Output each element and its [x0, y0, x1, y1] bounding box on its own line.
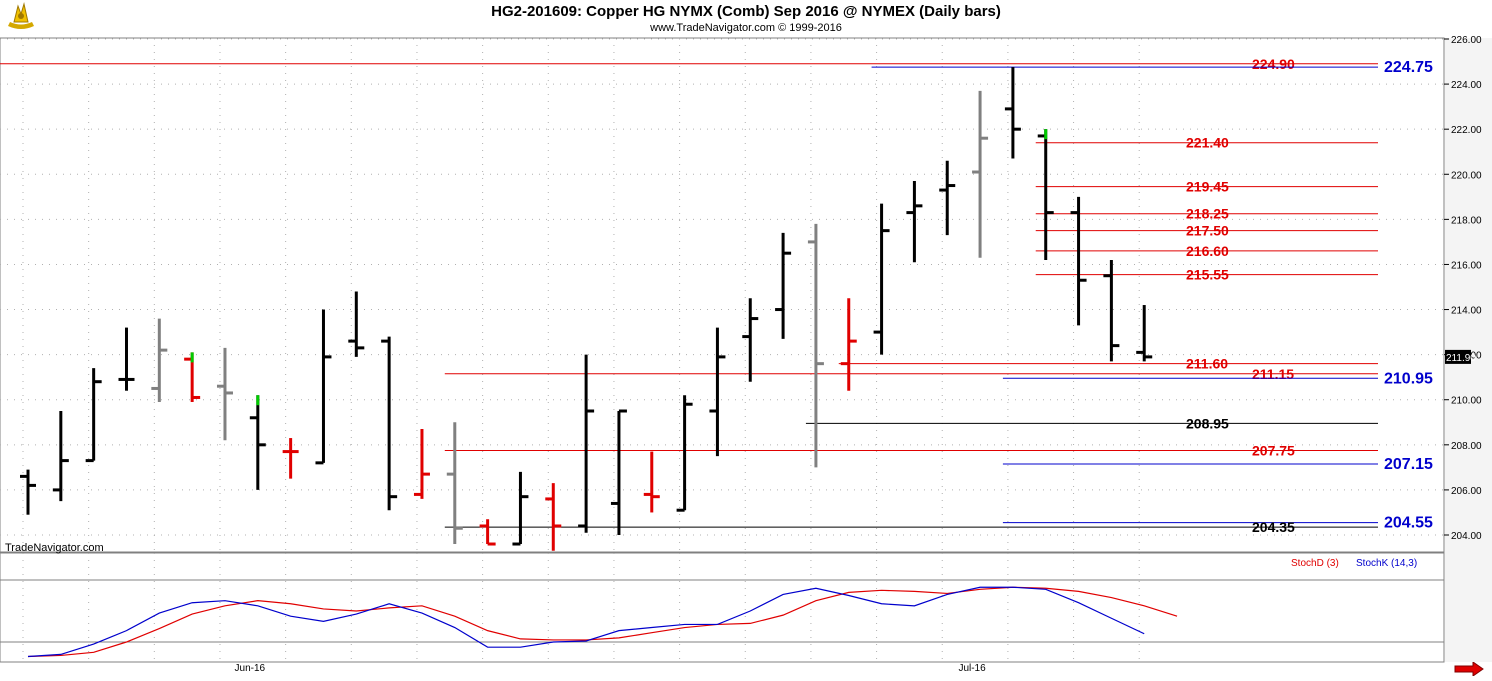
ohlc-bar — [249, 395, 266, 490]
grid — [0, 37, 1445, 663]
level-label: 211.15 — [1252, 366, 1294, 382]
ohlc-bar — [873, 203, 890, 355]
ohlc-bar — [118, 327, 135, 391]
y-tick-label: 226.00 — [1451, 35, 1482, 46]
chart-subtitle: www.TradeNavigator.com © 1999-2016 — [650, 22, 842, 34]
ohlc-bar — [807, 223, 824, 468]
level-label: 217.50 — [1186, 223, 1229, 239]
level-label: 219.45 — [1186, 179, 1229, 195]
ohlc-bar — [282, 438, 299, 479]
level-label: 210.95 — [1384, 370, 1433, 387]
ohlc-bar — [545, 483, 562, 551]
watermark-text: TradeNavigator.com — [5, 542, 104, 554]
ohlc-bar — [381, 336, 398, 511]
ohlc-bar — [709, 327, 726, 457]
ohlc-bar — [446, 422, 463, 545]
ohlc-bar — [512, 471, 529, 546]
stochastic-panel-frame — [0, 552, 1445, 663]
ohlc-bar — [479, 519, 496, 546]
ohlc-bar — [676, 395, 693, 512]
ohlc-bar — [643, 451, 660, 513]
x-tick-label: Jul-16 — [958, 663, 986, 674]
y-tick-label: 216.00 — [1451, 260, 1482, 271]
ohlc-bar — [1037, 129, 1054, 260]
ohlc-bar — [1004, 67, 1021, 159]
level-label: 215.55 — [1186, 267, 1229, 283]
y-tick-label: 218.00 — [1451, 215, 1482, 226]
level-label: 208.95 — [1186, 415, 1229, 431]
ohlc-bar — [742, 298, 759, 382]
stoch-line-k — [27, 586, 1145, 658]
ohlc-bar — [216, 347, 233, 441]
ohlc-bar — [775, 232, 792, 339]
ohlc-bar — [20, 469, 36, 515]
y-tick-label: 208.00 — [1451, 441, 1482, 452]
legend-stoch-d: StochD (3) — [1291, 558, 1339, 569]
chart-title: HG2-201609: Copper HG NYMX (Comb) Sep 20… — [491, 3, 1001, 20]
ohlc-bar — [1136, 305, 1153, 362]
x-tick-label: Jun-16 — [235, 663, 266, 674]
level-label: 211.60 — [1186, 356, 1228, 372]
ohlc-bar — [85, 368, 102, 463]
ohlc-bar — [906, 181, 923, 263]
last-price-label: 211.90 — [1446, 353, 1476, 364]
ohlc-bar — [840, 298, 857, 391]
price-panel-frame — [0, 37, 1445, 553]
y-tick-label: 224.00 — [1451, 80, 1482, 91]
price-bars — [20, 67, 1153, 551]
y-tick-label: 210.00 — [1451, 396, 1482, 407]
level-label: 218.25 — [1186, 206, 1229, 222]
ohlc-bar — [52, 411, 69, 502]
level-label: 207.15 — [1384, 456, 1433, 473]
ohlc-bar — [348, 291, 365, 357]
trade-navigator-logo-icon — [4, 2, 38, 32]
level-label: 216.60 — [1186, 243, 1229, 259]
chart-header: HG2-201609: Copper HG NYMX (Comb) Sep 20… — [0, 0, 1492, 38]
level-label: 207.75 — [1252, 442, 1295, 458]
level-label: 204.55 — [1384, 515, 1433, 532]
ohlc-bar — [413, 429, 430, 499]
stoch-line-d — [27, 586, 1178, 658]
level-label: 224.90 — [1252, 56, 1295, 72]
scroll-right-arrow-icon[interactable] — [1454, 661, 1484, 681]
ohlc-bar — [315, 309, 332, 465]
level-label: 221.40 — [1186, 135, 1229, 151]
y-tick-label: 206.00 — [1451, 486, 1482, 497]
axes: TradeNavigator.com 226.00 224.00 222.00 220.… — [5, 35, 1492, 674]
ohlc-bar — [1070, 196, 1087, 326]
ohlc-bar — [972, 90, 989, 258]
legend-stoch-k: StochK (14,3) — [1356, 558, 1417, 569]
ohlc-bar — [578, 354, 595, 533]
ohlc-bar — [151, 318, 168, 402]
y-tick-label: 222.00 — [1451, 125, 1482, 136]
level-label: 224.75 — [1384, 59, 1433, 76]
y-tick-label: 204.00 — [1451, 531, 1482, 542]
last-price-box — [1445, 349, 1471, 364]
level-label: 204.35 — [1252, 519, 1295, 535]
ohlc-bar — [184, 352, 201, 402]
ohlc-bar — [1103, 259, 1120, 362]
ohlc-bar — [939, 160, 956, 236]
y-tick-label: 214.00 — [1451, 306, 1482, 317]
y-tick-label: 220.00 — [1451, 170, 1482, 181]
ohlc-bar — [610, 409, 627, 535]
